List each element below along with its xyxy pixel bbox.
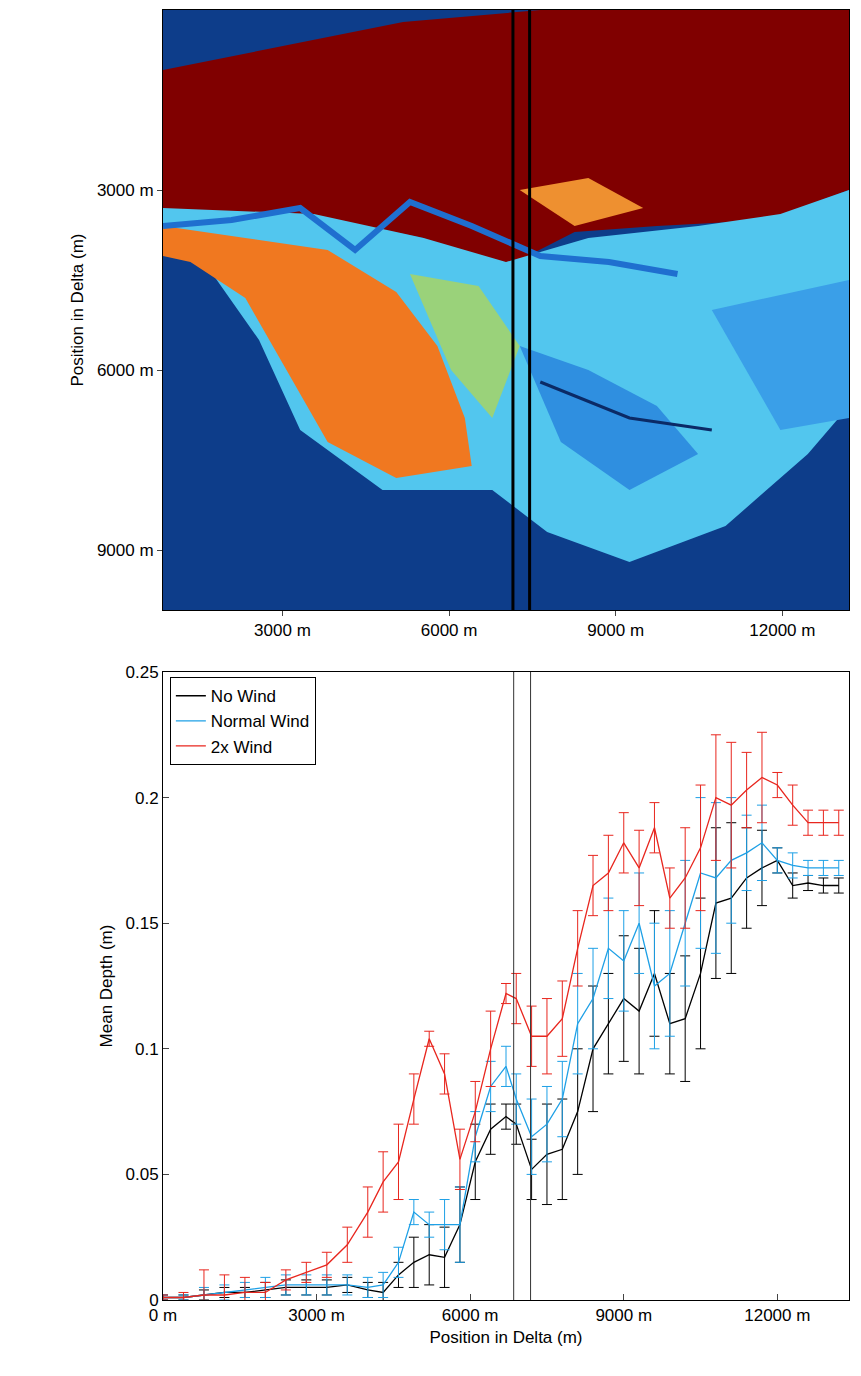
svg-text:12000 m: 12000 m [744,1306,810,1325]
svg-text:6000 m: 6000 m [421,621,478,640]
svg-text:No Wind: No Wind [211,687,276,706]
svg-text:3000 m: 3000 m [288,1306,345,1325]
svg-text:9000 m: 9000 m [595,1306,652,1325]
svg-text:6000 m: 6000 m [97,361,154,380]
svg-text:6000 m: 6000 m [442,1306,499,1325]
svg-text:0: 0 [149,1291,158,1310]
svg-text:9000 m: 9000 m [587,621,644,640]
svg-text:2x Wind: 2x Wind [211,738,272,757]
svg-text:0 m: 0 m [149,1306,177,1325]
svg-text:0.05: 0.05 [126,1165,159,1184]
svg-text:Normal Wind: Normal Wind [211,712,309,731]
svg-text:0.1: 0.1 [135,1040,159,1059]
svg-text:Mean Depth (m): Mean Depth (m) [97,925,116,1048]
svg-text:3000 m: 3000 m [97,181,154,200]
svg-text:Position in Delta (m): Position in Delta (m) [68,233,87,386]
svg-text:0.15: 0.15 [126,914,159,933]
svg-text:0.25: 0.25 [126,663,159,682]
svg-text:9000 m: 9000 m [97,541,154,560]
svg-text:Position in Delta (m): Position in Delta (m) [429,1328,582,1347]
svg-text:3000 m: 3000 m [254,621,311,640]
svg-text:0.2: 0.2 [135,789,159,808]
svg-text:12000 m: 12000 m [749,621,815,640]
